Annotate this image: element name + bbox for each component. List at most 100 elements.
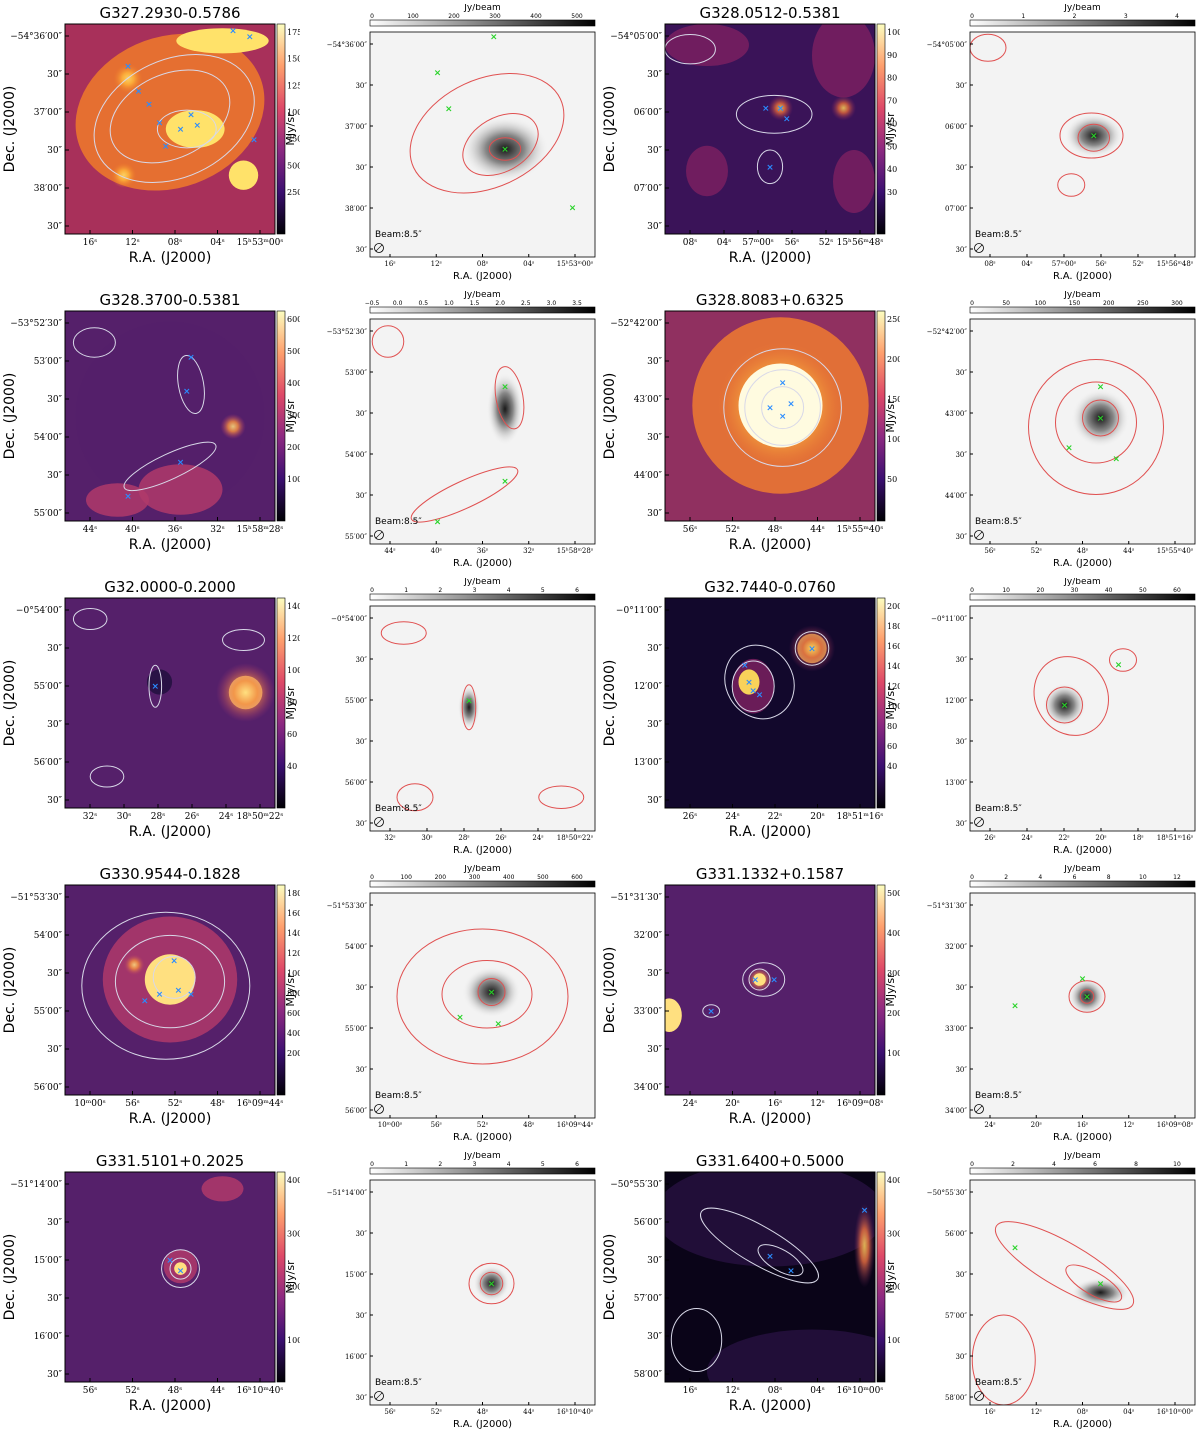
ir-contour (222, 629, 265, 651)
colorbar (969, 306, 1196, 314)
dec-tick-label: −51°53′30″ (327, 902, 368, 910)
colorbar-tick-label: 3 (1124, 13, 1128, 20)
dec-tick-label: 30″ (647, 1256, 662, 1266)
ra-tick-label: 44ˢ (523, 1408, 535, 1416)
figure-row: × × × × × G330.9544-0.1828 −51°53′30″ 54′00″ 30″… (0, 865, 1200, 1152)
beam-icon (374, 530, 384, 540)
colorbar-label: MJy/sr (284, 973, 297, 1007)
colorbar-tick-label: 2 (1011, 1161, 1015, 1168)
ra-tick-label: 12ˢ (125, 238, 139, 248)
ir-contour (735, 94, 813, 134)
colorbar-tick-label: 1.0 (444, 300, 454, 307)
mm-contour (1065, 1264, 1123, 1303)
mm-contour (380, 621, 427, 645)
ra-tick-label: 16ʰ10ᵐ40ˢ (557, 1408, 594, 1416)
mm-contour (1079, 989, 1095, 1004)
dec-tick-label: −0°54′00″ (331, 615, 367, 623)
x-axis-label: R.A. (J2000) (1053, 558, 1112, 569)
x-axis-label: R.A. (J2000) (729, 1111, 812, 1127)
beam-label: Beam:8.5″ (375, 230, 422, 240)
dec-tick-label: 55′00″ (34, 682, 63, 692)
mm-contour (410, 466, 519, 523)
colorbar-label: Jy/beam (463, 865, 501, 874)
mm-contour (994, 1221, 1135, 1310)
dec-tick-label: 54′00″ (345, 943, 367, 951)
source-name: G327.2930-0.5786 (99, 4, 240, 22)
y-axis-label: Dec. (J2000) (602, 1234, 618, 1321)
source-marker: × (741, 661, 749, 671)
dec-tick-label: 34′00″ (634, 1083, 663, 1093)
dec-tick-label: 30″ (355, 164, 367, 172)
source-marker: × (162, 142, 170, 152)
source-name: G32.0000-0.2000 (104, 578, 236, 596)
ra-tick-label: 26ˢ (185, 812, 199, 822)
ra-tick-label: 08ˢ (477, 260, 489, 268)
colorbar-tick-label: 1 (404, 1161, 408, 1168)
colorbar (969, 1167, 1196, 1175)
colorbar-tick-label: 0 (970, 874, 974, 881)
ir-image: ××××× (665, 598, 875, 808)
source-marker: × (170, 957, 178, 967)
source-marker: × (777, 104, 785, 114)
dec-tick-label: 56′00″ (634, 1218, 663, 1228)
dec-tick-label: 37′00″ (34, 108, 63, 118)
ra-tick-label: 16ʰ09ᵐ08ˢ (1157, 1121, 1194, 1129)
ra-tick-label: 08ˢ (984, 260, 996, 268)
x-axis-label: R.A. (J2000) (129, 824, 212, 840)
dec-tick-label: −50°55′30″ (610, 1180, 662, 1190)
dec-tick-label: 30″ (955, 369, 967, 377)
colorbar-label: MJy/sr (284, 399, 297, 433)
colorbar (876, 884, 886, 1096)
source-marker: × (762, 104, 770, 114)
colorbar-tick-label: 1750 (287, 28, 300, 37)
colorbar-tick-label: 2.5 (521, 300, 531, 307)
dec-tick-label: 30″ (355, 656, 367, 664)
mm-image: ×× (970, 1180, 1195, 1405)
ra-tick-label: 52ˢ (725, 525, 739, 535)
ir-panel: × × × × G328.3700-0.5381 −53°52′30″ 53′00″ 30″ 5… (2, 291, 300, 553)
ra-tick-label: 32ˢ (384, 834, 396, 842)
mm-contour (1068, 980, 1106, 1013)
source-name: G331.1332+0.1587 (696, 865, 844, 883)
colorbar-tick-label: 2 (1073, 13, 1077, 20)
ra-tick-label: 48ˢ (168, 1386, 182, 1396)
y-axis-label: Dec. (J2000) (2, 947, 18, 1034)
clump-marker: × (501, 145, 509, 155)
source-marker: × (152, 682, 160, 692)
ra-tick-label: 04ˢ (810, 1386, 824, 1396)
colorbar-tick-label: 0 (970, 1161, 974, 1168)
dec-tick-label: 55′00″ (345, 697, 367, 705)
mm-image: × × × (370, 893, 595, 1118)
colorbar-tick-label: 500 (571, 13, 583, 20)
ra-tick-label: 20ˢ (725, 1099, 739, 1109)
dec-tick-label: 30″ (47, 1294, 62, 1304)
ra-tick-label: 16ʰ09ᵐ44ˢ (237, 1099, 284, 1109)
colorbar-tick-label: 200 (887, 602, 900, 611)
dec-tick-label: 30″ (355, 820, 367, 828)
ir-contour (89, 765, 125, 788)
dec-tick-label: 55′00″ (34, 509, 63, 519)
beam-label: Beam:8.5″ (375, 517, 422, 527)
mm-contour (479, 1271, 504, 1296)
colorbar (876, 1171, 886, 1383)
x-axis-label: R.A. (J2000) (129, 537, 212, 553)
dec-tick-label: −52°42′00″ (610, 319, 662, 329)
dec-tick-label: 55′00″ (345, 1025, 367, 1033)
colorbar (969, 593, 1196, 601)
x-axis-label: R.A. (J2000) (129, 1111, 212, 1127)
dec-tick-label: 07′00″ (945, 205, 967, 213)
dec-tick-label: −0°11′00″ (616, 606, 663, 616)
figure-row: × × G331.5101+0.2025 −51°14′00″ 30″ 15′00″ 30″… (0, 1152, 1200, 1439)
figure-row: × G32.0000-0.2000 −0°54′00″ 30″ 55′00″ 30″ 56′… (0, 578, 1200, 865)
colorbar-tick-label: 100 (287, 1336, 300, 1345)
ir-panel: ×× ××G328.8083+0.6325−52°42′00″30″43′00″3… (602, 291, 900, 553)
ir-contour (156, 109, 217, 149)
ra-tick-label: 15ʰ53ᵐ00ˢ (557, 260, 594, 268)
ir-image: ×××× (665, 311, 875, 521)
colorbar (369, 19, 596, 27)
ra-tick-label: 44ˢ (210, 1386, 224, 1396)
mm-contour (396, 928, 569, 1065)
mm-contour (409, 73, 565, 194)
colorbar-tick-label: 2 (438, 1161, 442, 1168)
colorbar-tick-label: 80 (887, 722, 897, 731)
